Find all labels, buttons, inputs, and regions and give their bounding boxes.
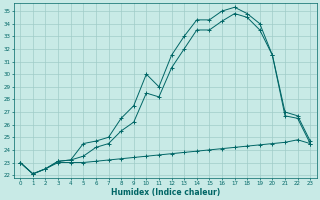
X-axis label: Humidex (Indice chaleur): Humidex (Indice chaleur) [111, 188, 220, 197]
